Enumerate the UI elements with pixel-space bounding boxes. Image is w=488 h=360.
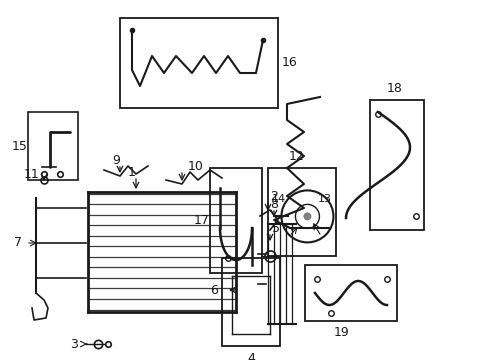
- Text: 16: 16: [282, 57, 297, 69]
- Bar: [209, 168, 262, 273]
- Bar: [28, 112, 78, 180]
- Text: 19: 19: [333, 327, 349, 339]
- Bar: [305, 265, 396, 321]
- Text: 3: 3: [70, 338, 78, 351]
- Bar: [369, 100, 423, 230]
- Text: 2: 2: [269, 189, 277, 202]
- Text: 10: 10: [187, 159, 203, 172]
- Text: 12: 12: [288, 149, 304, 162]
- Text: 13: 13: [317, 194, 331, 204]
- Text: 9: 9: [112, 153, 120, 166]
- Text: 11: 11: [24, 167, 40, 180]
- Text: 6: 6: [209, 284, 218, 297]
- Circle shape: [303, 212, 311, 220]
- Text: 18: 18: [386, 81, 401, 94]
- Text: 8: 8: [269, 198, 278, 211]
- Text: 4: 4: [246, 351, 254, 360]
- Text: 7: 7: [14, 237, 22, 249]
- Text: 14: 14: [271, 194, 285, 204]
- Bar: [222, 258, 280, 346]
- Text: 5: 5: [271, 221, 280, 234]
- Text: 1: 1: [128, 166, 136, 179]
- Text: 15: 15: [12, 139, 28, 153]
- Bar: [267, 168, 335, 256]
- Text: 17: 17: [194, 213, 209, 226]
- Bar: [120, 18, 278, 108]
